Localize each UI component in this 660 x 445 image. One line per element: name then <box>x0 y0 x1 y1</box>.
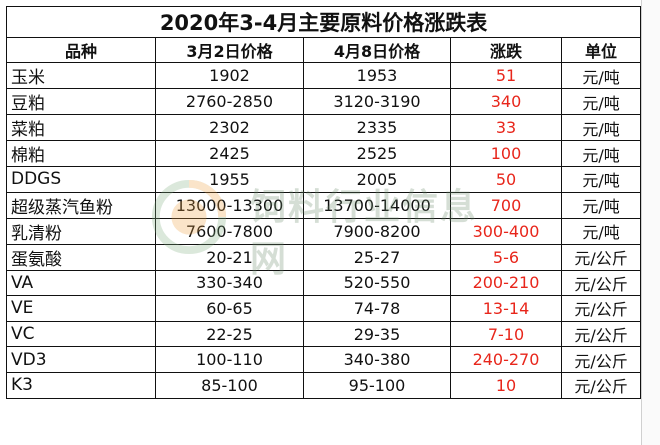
unit-cell: 元/吨 <box>560 140 642 167</box>
change-cell: 700 <box>450 191 562 219</box>
table-row: 棉粕 2425 2525 100 元/吨 <box>6 140 642 167</box>
variety-cell: 乳清粉 <box>6 217 156 245</box>
unit-cell: 元/吨 <box>560 217 642 245</box>
change-cell: 200-210 <box>450 269 562 297</box>
mar2-price-cell: 2425 <box>155 140 304 167</box>
mar2-price-cell: 330-340 <box>155 269 304 297</box>
table-row: 蛋氨酸 20-21 25-27 5-6 元/公斤 <box>6 243 642 271</box>
header-change: 涨跌 <box>450 37 562 63</box>
table-row: 玉米 1902 1953 51 元/吨 <box>6 62 642 89</box>
apr8-price-cell: 3120-3190 <box>303 88 451 115</box>
header-unit: 单位 <box>560 37 642 63</box>
unit-cell: 元/公斤 <box>560 295 642 322</box>
apr8-price-cell: 520-550 <box>303 269 451 297</box>
apr8-price-cell: 29-35 <box>303 320 451 348</box>
change-cell: 7-10 <box>450 320 562 348</box>
unit-cell: 元/公斤 <box>560 269 642 297</box>
variety-cell: 超级蒸汽鱼粉 <box>6 191 156 219</box>
change-cell: 50 <box>450 166 562 193</box>
table-title: 2020年3-4月主要原料价格涨跌表 <box>5 6 642 38</box>
change-cell: 240-270 <box>450 346 562 373</box>
change-cell: 300-400 <box>450 217 562 245</box>
mar2-price-cell: 85-100 <box>155 371 304 399</box>
header-variety: 品种 <box>6 37 156 63</box>
mar2-price-cell: 60-65 <box>155 295 304 322</box>
change-cell: 51 <box>450 62 562 89</box>
change-cell: 33 <box>450 114 562 141</box>
header-row: 品种 3月2日价格 4月8日价格 涨跌 单位 <box>6 37 642 63</box>
variety-cell: 菜粕 <box>6 114 156 141</box>
table-row: VE 60-65 74-78 13-14 元/公斤 <box>6 295 642 322</box>
apr8-price-cell: 74-78 <box>303 295 451 322</box>
variety-cell: K3 <box>6 371 156 399</box>
mar2-price-cell: 13000-13300 <box>155 191 304 219</box>
apr8-price-cell: 340-380 <box>303 346 451 373</box>
mar2-price-cell: 2760-2850 <box>155 88 304 115</box>
mar2-price-cell: 1955 <box>155 166 304 193</box>
variety-cell: VC <box>6 320 156 348</box>
unit-cell: 元/公斤 <box>560 346 642 373</box>
change-cell: 10 <box>450 371 562 399</box>
unit-cell: 元/吨 <box>560 191 642 219</box>
price-table: 2020年3-4月主要原料价格涨跌表 品种 3月2日价格 4月8日价格 涨跌 单… <box>5 6 642 399</box>
mar2-price-cell: 1902 <box>155 62 304 89</box>
variety-cell: VA <box>6 269 156 297</box>
variety-cell: 玉米 <box>6 62 156 89</box>
apr8-price-cell: 13700-14000 <box>303 191 451 219</box>
table-row: K3 85-100 95-100 10 元/公斤 <box>6 371 642 399</box>
unit-cell: 元/公斤 <box>560 320 642 348</box>
unit-cell: 元/吨 <box>560 88 642 115</box>
unit-cell: 元/吨 <box>560 114 642 141</box>
change-cell: 340 <box>450 88 562 115</box>
mar2-price-cell: 7600-7800 <box>155 217 304 245</box>
header-apr8-price: 4月8日价格 <box>303 37 451 63</box>
apr8-price-cell: 2525 <box>303 140 451 167</box>
change-cell: 5-6 <box>450 243 562 271</box>
apr8-price-cell: 1953 <box>303 62 451 89</box>
variety-cell: 豆粕 <box>6 88 156 115</box>
apr8-price-cell: 95-100 <box>303 371 451 399</box>
apr8-price-cell: 7900-8200 <box>303 217 451 245</box>
apr8-price-cell: 2335 <box>303 114 451 141</box>
apr8-price-cell: 2005 <box>303 166 451 193</box>
table-row: 菜粕 2302 2335 33 元/吨 <box>6 114 642 141</box>
table-row: VD3 100-110 340-380 240-270 元/公斤 <box>6 346 642 373</box>
unit-cell: 元/公斤 <box>560 371 642 399</box>
table-row: VA 330-340 520-550 200-210 元/公斤 <box>6 269 642 297</box>
unit-cell: 元/公斤 <box>560 243 642 271</box>
header-mar2-price: 3月2日价格 <box>155 37 304 63</box>
change-cell: 100 <box>450 140 562 167</box>
variety-cell: VE <box>6 295 156 322</box>
variety-cell: DDGS <box>6 166 156 193</box>
variety-cell: VD3 <box>6 346 156 373</box>
variety-cell: 蛋氨酸 <box>6 243 156 271</box>
table-row: 超级蒸汽鱼粉 13000-13300 13700-14000 700 元/吨 <box>6 191 642 219</box>
mar2-price-cell: 2302 <box>155 114 304 141</box>
change-cell: 13-14 <box>450 295 562 322</box>
mar2-price-cell: 22-25 <box>155 320 304 348</box>
table-row: DDGS 1955 2005 50 元/吨 <box>6 166 642 193</box>
table-row: 豆粕 2760-2850 3120-3190 340 元/吨 <box>6 88 642 115</box>
unit-cell: 元/吨 <box>560 166 642 193</box>
table-row: VC 22-25 29-35 7-10 元/公斤 <box>6 320 642 348</box>
table-row: 乳清粉 7600-7800 7900-8200 300-400 元/吨 <box>6 217 642 245</box>
unit-cell: 元/吨 <box>560 62 642 89</box>
empty-column <box>641 0 660 445</box>
mar2-price-cell: 20-21 <box>155 243 304 271</box>
mar2-price-cell: 100-110 <box>155 346 304 373</box>
variety-cell: 棉粕 <box>6 140 156 167</box>
apr8-price-cell: 25-27 <box>303 243 451 271</box>
